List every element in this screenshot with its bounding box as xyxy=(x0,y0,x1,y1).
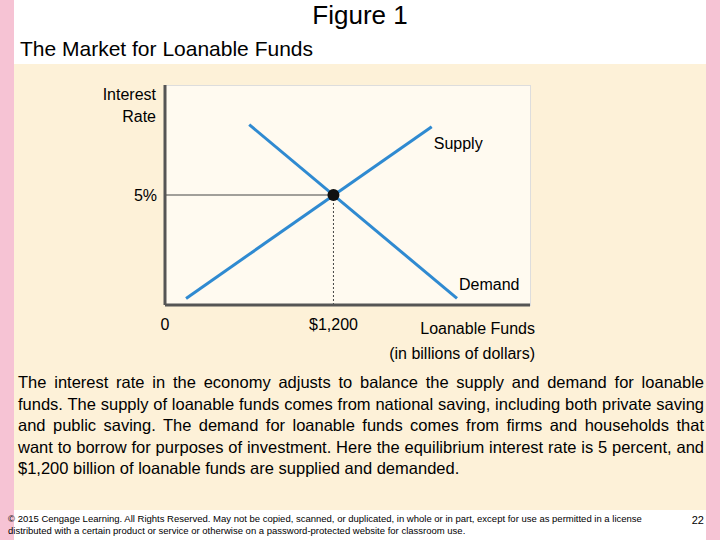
html-text:The interest rate in the econo: The interest rate in the economy adjusts… xyxy=(18,373,704,477)
html-text:© 2015 Cengage Learning. All R: © 2015 Cengage Learning. All Rights Rese… xyxy=(8,513,642,536)
svg-text:5%: 5% xyxy=(134,187,157,204)
html-text:(in billions of dollars): (in billions of dollars) xyxy=(389,345,535,362)
svg-text:Demand: Demand xyxy=(459,276,519,293)
html-text:Figure 1: Figure 1 xyxy=(312,0,408,30)
html-text:Rate: Rate xyxy=(122,108,156,125)
svg-text:$1,200: $1,200 xyxy=(309,316,358,333)
html-text:Interest: Interest xyxy=(102,86,156,103)
html-text:The Market for Loanable Funds: The Market for Loanable Funds xyxy=(20,37,313,60)
html-text:Loanable Funds: Loanable Funds xyxy=(420,320,535,337)
svg-text:0: 0 xyxy=(161,316,170,333)
svg-text:Supply: Supply xyxy=(434,135,483,152)
html-text:22: 22 xyxy=(691,514,704,526)
